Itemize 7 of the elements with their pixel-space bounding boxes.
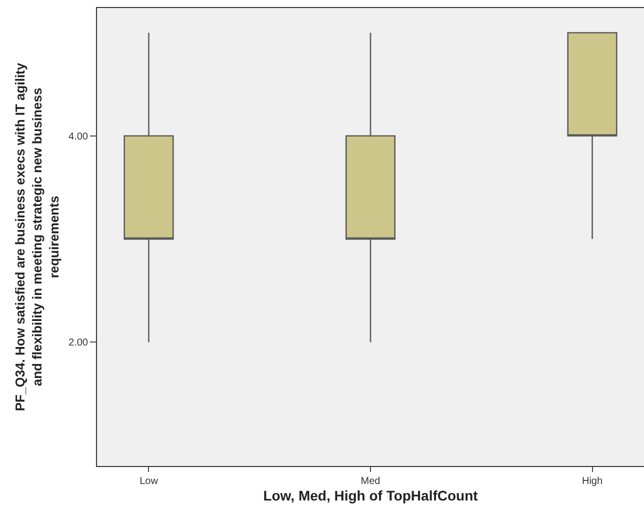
x-tick-label: Med xyxy=(360,476,380,487)
x-tick-label: Low xyxy=(140,476,159,487)
x-axis-title: Low, Med, High of TopHalfCount xyxy=(263,487,478,504)
x-tick-label: High xyxy=(582,476,603,487)
y-tick-label: 2.00 xyxy=(68,338,88,349)
y-axis-title: PF_Q34. How satisfied are business execs with IT agility and flexibility in meeting strategic new business requirements xyxy=(12,62,62,412)
y-tick-label: 4.00 xyxy=(68,131,88,142)
